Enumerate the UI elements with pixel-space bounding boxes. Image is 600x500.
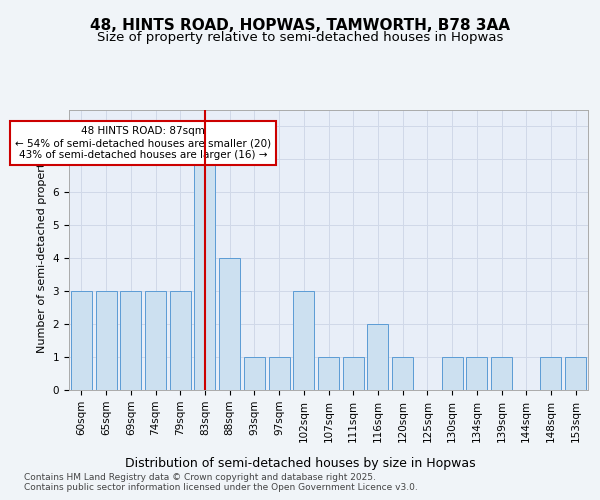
Bar [318, 357, 339, 390]
Bar [145, 291, 166, 390]
Text: Contains HM Land Registry data © Crown copyright and database right 2025.
Contai: Contains HM Land Registry data © Crown c… [24, 472, 418, 492]
Bar [466, 357, 487, 390]
Bar [269, 357, 290, 390]
Bar [120, 291, 141, 390]
Text: 48, HINTS ROAD, HOPWAS, TAMWORTH, B78 3AA: 48, HINTS ROAD, HOPWAS, TAMWORTH, B78 3A… [90, 18, 510, 32]
Bar [71, 291, 92, 390]
Bar [219, 258, 240, 390]
Bar [442, 357, 463, 390]
Text: Size of property relative to semi-detached houses in Hopwas: Size of property relative to semi-detach… [97, 31, 503, 44]
Text: 48 HINTS ROAD: 87sqm
← 54% of semi-detached houses are smaller (20)
43% of semi-: 48 HINTS ROAD: 87sqm ← 54% of semi-detac… [15, 126, 271, 160]
Bar [491, 357, 512, 390]
Bar [367, 324, 388, 390]
Bar [565, 357, 586, 390]
Bar [541, 357, 562, 390]
Bar [170, 291, 191, 390]
Bar [293, 291, 314, 390]
Bar [244, 357, 265, 390]
Bar [392, 357, 413, 390]
Bar [95, 291, 116, 390]
Y-axis label: Number of semi-detached properties: Number of semi-detached properties [37, 147, 47, 353]
Bar [343, 357, 364, 390]
Bar [194, 160, 215, 390]
Text: Distribution of semi-detached houses by size in Hopwas: Distribution of semi-detached houses by … [125, 458, 475, 470]
